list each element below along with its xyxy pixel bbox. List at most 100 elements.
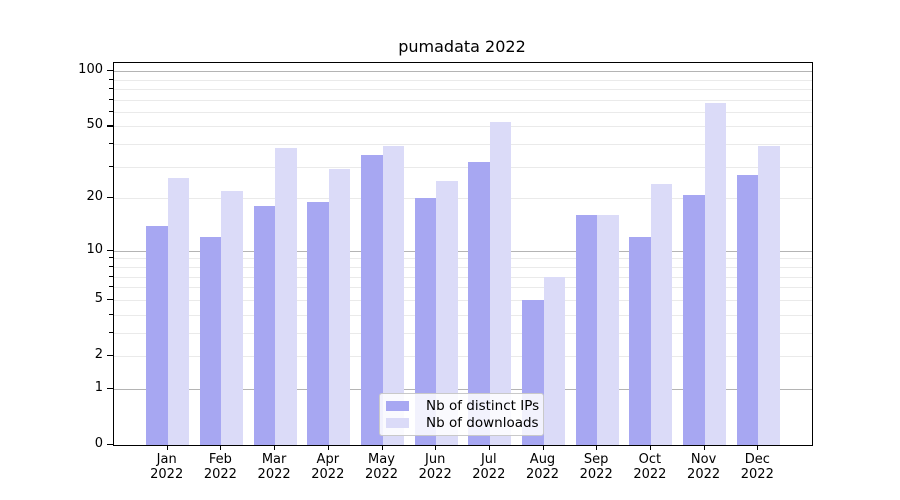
x-tick-year-jun: 2022 <box>418 467 452 482</box>
gridline-y-5 <box>114 299 812 301</box>
x-tick-year-nov: 2022 <box>687 467 721 482</box>
x-tick-label-jun: Jun 2022 <box>405 452 465 482</box>
bar-nb-of-downloads-jul <box>489 121 512 445</box>
y-minor-tick-mark-30 <box>109 165 113 167</box>
x-tick-year-jul: 2022 <box>472 467 506 482</box>
x-tick-mark-jan <box>166 445 168 450</box>
y-minor-tick-mark-6 <box>109 286 113 288</box>
x-tick-month-mar: Mar <box>261 452 287 467</box>
y-tick-mark-0 <box>107 444 113 446</box>
x-tick-month-feb: Feb <box>208 452 232 467</box>
y-minor-tick-mark-80 <box>109 87 113 89</box>
x-tick-month-jun: Jun <box>425 452 446 467</box>
y-tick-mark-100 <box>107 70 113 72</box>
x-tick-mark-sep <box>596 445 598 450</box>
bar-nb-of-distinct-ips-jul <box>468 161 490 445</box>
x-tick-year-jan: 2022 <box>150 467 184 482</box>
x-tick-mark-feb <box>220 445 222 450</box>
gridline-y-1 <box>114 388 812 390</box>
gridline-y-2 <box>114 356 812 357</box>
y-minor-tick-mark-90 <box>109 78 113 80</box>
legend-swatch-downloads <box>386 418 409 429</box>
bar-nb-of-downloads-mar <box>275 148 297 445</box>
legend-item-downloads: Nb of downloads <box>386 415 539 431</box>
gridline-y-9 <box>114 258 812 260</box>
x-tick-label-oct: Oct 2022 <box>620 452 680 482</box>
gridline-y-90 <box>114 79 812 81</box>
x-tick-month-jul: Jul <box>480 452 497 467</box>
legend-label-distinct-ips: Nb of distinct IPs <box>426 397 540 414</box>
bar-nb-of-distinct-ips-apr <box>307 202 329 445</box>
y-tick-label-5: 5 <box>94 290 103 306</box>
bar-nb-of-distinct-ips-feb <box>199 237 222 445</box>
x-tick-year-feb: 2022 <box>203 467 237 482</box>
gridline-y-4 <box>114 314 812 316</box>
x-tick-year-oct: 2022 <box>633 467 667 482</box>
x-tick-month-sep: Sep <box>583 452 609 467</box>
bar-nb-of-downloads-jan <box>167 177 190 445</box>
gridline-y-10 <box>114 250 812 252</box>
x-tick-mark-oct <box>649 445 651 450</box>
y-minor-tick-mark-60 <box>109 110 113 112</box>
legend-swatch-distinct-ips <box>386 400 409 411</box>
x-tick-label-sep: Sep 2022 <box>566 452 626 482</box>
y-tick-mark-2 <box>107 355 113 357</box>
bar-nb-of-downloads-apr <box>328 169 351 445</box>
x-tick-month-may: May <box>368 452 395 467</box>
chart-title: pumadata 2022 <box>398 37 526 56</box>
x-tick-month-dec: Dec <box>744 452 770 467</box>
bar-nb-of-downloads-nov <box>704 103 727 445</box>
y-tick-label-0: 0 <box>94 436 103 451</box>
gridline-y-3 <box>114 332 812 334</box>
bar-nb-of-downloads-sep <box>597 215 619 445</box>
bar-nb-of-distinct-ips-sep <box>575 215 598 445</box>
x-tick-mark-nov <box>703 445 705 450</box>
y-tick-label-1: 1 <box>94 379 103 395</box>
x-tick-mark-dec <box>757 445 759 450</box>
y-minor-tick-mark-3 <box>109 331 113 333</box>
y-minor-tick-mark-70 <box>109 98 113 100</box>
x-tick-mark-jun <box>435 445 437 450</box>
bar-nb-of-distinct-ips-jan <box>146 225 168 445</box>
bar-nb-of-downloads-dec <box>758 146 780 445</box>
y-tick-label-50: 50 <box>86 117 103 133</box>
x-tick-month-apr: Apr <box>316 452 340 467</box>
bar-nb-of-distinct-ips-nov <box>683 194 705 445</box>
y-tick-label-10: 10 <box>86 241 103 257</box>
gridline-y-80 <box>114 88 812 90</box>
bar-nb-of-distinct-ips-jun <box>414 198 437 445</box>
bar-nb-of-downloads-oct <box>650 184 673 445</box>
y-minor-tick-mark-40 <box>109 143 113 145</box>
x-tick-mark-apr <box>327 445 329 450</box>
x-tick-year-mar: 2022 <box>257 467 291 482</box>
x-tick-label-may: May 2022 <box>352 452 412 482</box>
y-tick-mark-50 <box>107 125 113 127</box>
y-tick-label-20: 20 <box>86 189 103 205</box>
x-tick-label-mar: Mar 2022 <box>244 452 304 482</box>
gridline-y-40 <box>114 144 812 146</box>
bar-nb-of-distinct-ips-dec <box>736 175 759 445</box>
x-tick-label-apr: Apr 2022 <box>298 452 358 482</box>
y-minor-tick-mark-4 <box>109 313 113 315</box>
x-tick-month-nov: Nov <box>690 452 717 467</box>
x-tick-year-apr: 2022 <box>311 467 345 482</box>
legend: Nb of distinct IPs Nb of downloads <box>379 393 544 436</box>
gridline-y-70 <box>114 99 812 101</box>
gridline-y-50 <box>114 126 812 128</box>
legend-item-distinct-ips: Nb of distinct IPs <box>386 397 540 414</box>
bar-nb-of-downloads-jun <box>436 181 458 445</box>
x-tick-label-dec: Dec 2022 <box>727 452 787 482</box>
y-minor-tick-mark-8 <box>109 265 113 267</box>
y-tick-label-100: 100 <box>78 62 103 77</box>
x-tick-mark-aug <box>542 445 544 450</box>
x-tick-year-may: 2022 <box>364 467 399 482</box>
x-tick-label-aug: Aug 2022 <box>513 452 573 482</box>
gridline-y-20 <box>114 198 812 200</box>
gridline-y-30 <box>114 166 812 168</box>
y-tick-label-2: 2 <box>94 347 103 362</box>
y-tick-mark-20 <box>107 197 113 199</box>
y-tick-mark-10 <box>107 249 113 251</box>
x-tick-year-sep: 2022 <box>579 467 613 482</box>
bar-nb-of-distinct-ips-mar <box>253 206 276 445</box>
